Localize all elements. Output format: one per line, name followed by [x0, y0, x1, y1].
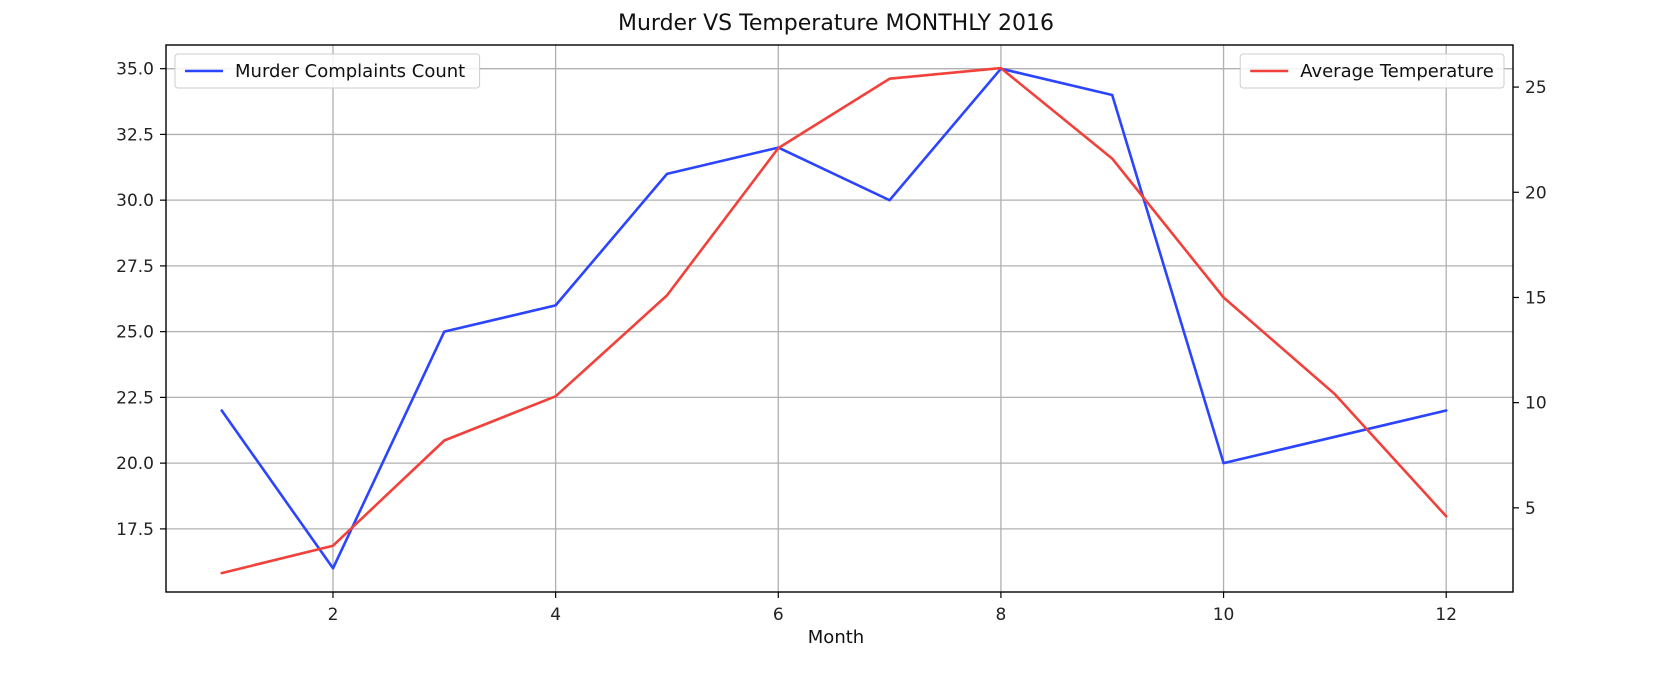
legends: Murder Complaints Count Average Temperatu… [174, 53, 1505, 89]
right-y-tick-label: 5 [1525, 499, 1536, 519]
series-lines [220, 66, 1448, 575]
x-tick-label: 10 [1213, 605, 1235, 625]
left-y-tick-label: 17.5 [116, 520, 154, 540]
left-y-tick-label: 22.5 [116, 388, 154, 408]
legend-label: Average Temperature [1300, 61, 1494, 82]
left-y-tick-label: 25.0 [116, 323, 154, 343]
left-y-tick-label: 32.5 [116, 125, 154, 145]
plot-frame [165, 44, 1514, 593]
left-y-tick-label: 30.0 [116, 191, 154, 211]
x-tick-label: 2 [328, 605, 339, 625]
x-tick-label: 8 [996, 605, 1007, 625]
axis-ticks: 2 4 6 8 10 12 17.5 20.0 22.5 25.0 27.5 30.0 32.5 35.0… [116, 60, 1547, 625]
left-y-tick-label: 27.5 [116, 257, 154, 277]
legend-box [1239, 53, 1505, 89]
legend-label: Murder Complaints Count [235, 61, 465, 82]
chart-title: Murder VS Temperature MONTHLY 2016 [618, 11, 1054, 36]
right-y-tick-label: 10 [1525, 394, 1547, 414]
x-tick-label: 6 [773, 605, 784, 625]
legend-upper-right: Average Temperature [1239, 53, 1505, 89]
left-y-tick-label: 35.0 [116, 60, 154, 80]
legend-box [174, 53, 481, 89]
right-y-tick-label: 15 [1525, 288, 1547, 308]
x-tick-label: 4 [550, 605, 561, 625]
legend-upper-left: Murder Complaints Count [174, 53, 481, 89]
series-line-murder-complaints-count [220, 67, 1448, 570]
left-y-tick-label: 20.0 [116, 454, 154, 474]
right-y-tick-label: 20 [1525, 183, 1547, 203]
x-axis-label: Month [808, 627, 864, 648]
series-line-average-temperature [220, 66, 1448, 575]
right-y-tick-label: 25 [1525, 78, 1547, 98]
x-tick-label: 12 [1435, 605, 1457, 625]
